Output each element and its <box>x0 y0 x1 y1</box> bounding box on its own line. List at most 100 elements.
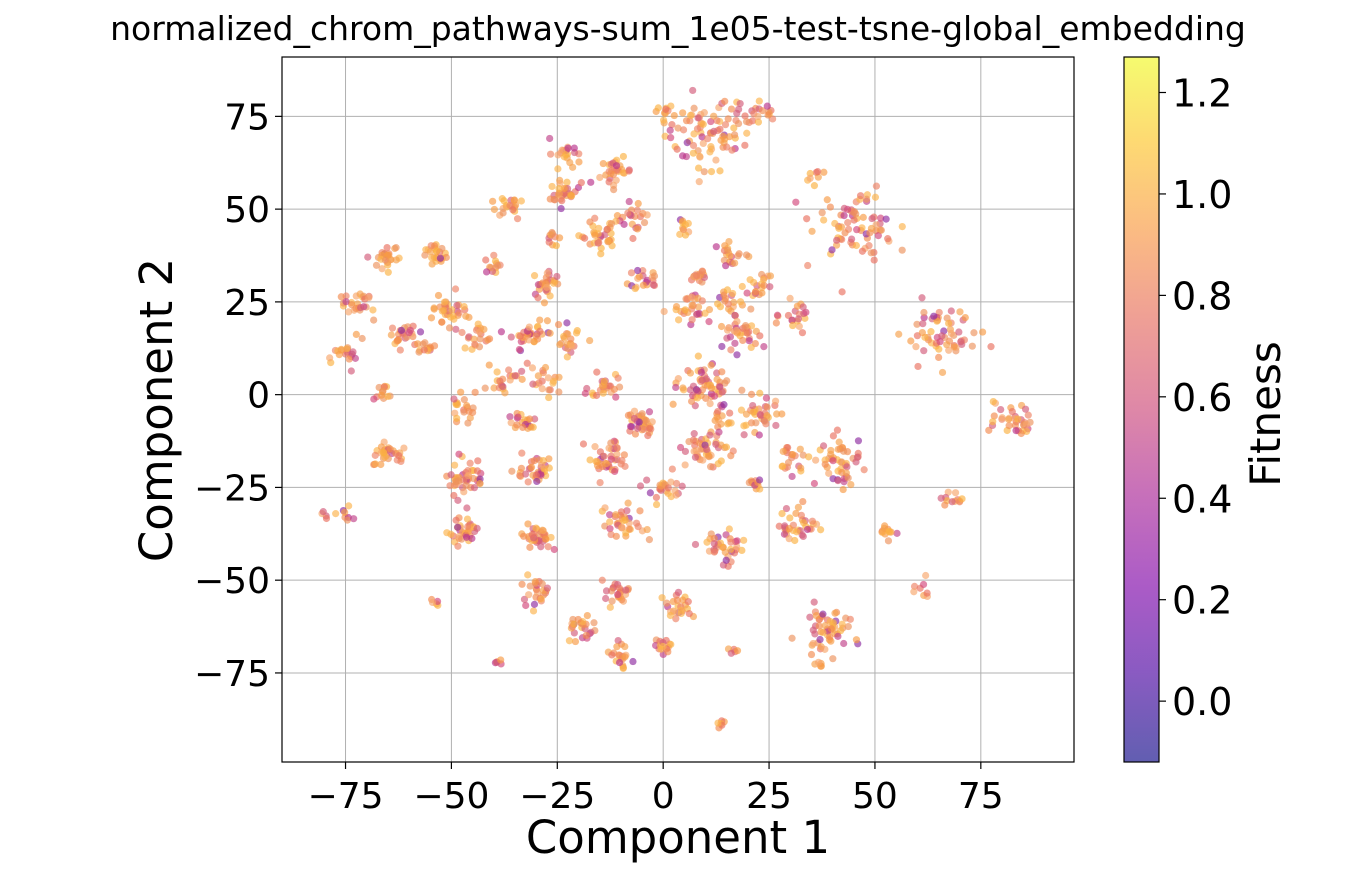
scatter-point <box>481 384 489 392</box>
scatter-point <box>372 261 381 269</box>
scatter-point <box>692 446 700 455</box>
scatter-point <box>607 220 616 228</box>
scatter-point <box>426 248 434 256</box>
scatter-point <box>686 369 695 377</box>
scatter-point <box>956 308 964 316</box>
scatter-point <box>835 438 843 446</box>
scatter-point <box>332 510 340 518</box>
scatter-point <box>789 450 797 459</box>
scatter-point <box>679 109 687 117</box>
scatter-point <box>343 345 351 353</box>
scatter-point <box>1022 420 1031 428</box>
scatter-point <box>698 376 706 384</box>
scatter-point <box>694 352 702 360</box>
scatter-point <box>476 479 484 488</box>
scatter-point <box>649 281 658 289</box>
scatter-point <box>742 410 751 418</box>
scatter-point <box>804 261 812 270</box>
scatter-point <box>612 162 621 170</box>
scatter-point <box>640 425 648 433</box>
colorbar-label: Fitness <box>1241 341 1290 486</box>
scatter-point <box>747 390 756 398</box>
scatter-point <box>1004 415 1013 423</box>
scatter-point <box>846 615 854 623</box>
scatter-point <box>724 420 732 428</box>
scatter-point <box>450 491 458 500</box>
scatter-point <box>867 249 875 257</box>
scatter-point <box>716 125 724 133</box>
scatter-point <box>500 197 508 205</box>
scatter-point <box>868 214 876 223</box>
scatter-point <box>511 372 519 380</box>
scatter-point <box>536 316 544 324</box>
scatter-point <box>735 105 743 113</box>
scatter-point <box>789 321 797 330</box>
scatter-point <box>747 305 755 313</box>
scatter-point <box>694 164 703 172</box>
scatter-point <box>938 332 946 340</box>
scatter-point <box>537 461 546 469</box>
scatter-point <box>674 316 683 324</box>
scatter-point <box>678 482 686 490</box>
scatter-point <box>773 410 781 418</box>
scatter-point <box>457 388 465 396</box>
scatter-point <box>634 199 642 208</box>
scatter-point <box>698 297 706 305</box>
scatter-point <box>710 534 718 543</box>
scatter-point <box>831 609 839 617</box>
scatter-point <box>335 351 343 359</box>
scatter-point <box>690 130 698 138</box>
scatter-point <box>555 373 563 381</box>
scatter-point <box>568 342 576 350</box>
scatter-point <box>710 540 718 548</box>
scatter-point <box>563 353 571 361</box>
scatter-point <box>661 132 669 140</box>
chart-title: normalized_chrom_pathways-sum_1e05-test-… <box>110 9 1246 48</box>
scatter-point <box>644 432 652 440</box>
scatter-point <box>630 414 638 423</box>
scatter-point <box>1011 421 1019 429</box>
scatter-point <box>542 535 550 543</box>
scatter-point <box>595 238 603 247</box>
scatter-point <box>591 214 599 222</box>
scatter-point <box>728 146 736 154</box>
scatter-point <box>907 337 915 345</box>
scatter-point <box>608 597 616 605</box>
x-axis-label: Component 1 <box>526 811 830 864</box>
scatter-point <box>791 536 799 545</box>
scatter-point <box>773 311 782 319</box>
scatter-point <box>546 134 554 143</box>
scatter-point <box>602 459 610 468</box>
scatter-point <box>518 580 526 588</box>
scatter-point <box>428 598 437 607</box>
scatter-point <box>347 367 355 375</box>
scatter-point <box>666 611 675 620</box>
scatter-point <box>698 267 706 275</box>
scatter-point <box>599 159 607 168</box>
scatter-point <box>882 215 890 223</box>
scatter-point <box>806 613 814 621</box>
scatter-point <box>322 514 331 523</box>
scatter-point <box>733 647 742 655</box>
scatter-point <box>524 520 532 528</box>
scatter-point <box>674 124 682 132</box>
scatter-point <box>937 494 945 502</box>
scatter-point <box>461 344 469 352</box>
scatter-point <box>778 410 786 418</box>
scatter-point <box>538 580 546 588</box>
scatter-point <box>997 405 1005 414</box>
scatter-point <box>922 571 930 580</box>
scatter-point <box>1008 408 1016 416</box>
scatter-point <box>615 651 623 659</box>
scatter-point <box>600 377 608 386</box>
scatter-point <box>860 466 868 474</box>
y-tick-label: −75 <box>194 654 270 695</box>
scatter-point <box>460 303 468 311</box>
scatter-point <box>792 198 800 206</box>
scatter-point <box>707 117 715 126</box>
scatter-point <box>717 457 725 465</box>
scatter-point <box>693 271 701 280</box>
scatter-point <box>532 471 540 479</box>
scatter-point <box>762 394 771 402</box>
scatter-point <box>540 299 549 307</box>
